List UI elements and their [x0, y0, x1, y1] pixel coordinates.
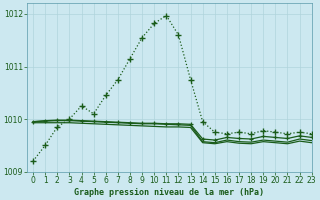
X-axis label: Graphe pression niveau de la mer (hPa): Graphe pression niveau de la mer (hPa)	[74, 188, 264, 197]
